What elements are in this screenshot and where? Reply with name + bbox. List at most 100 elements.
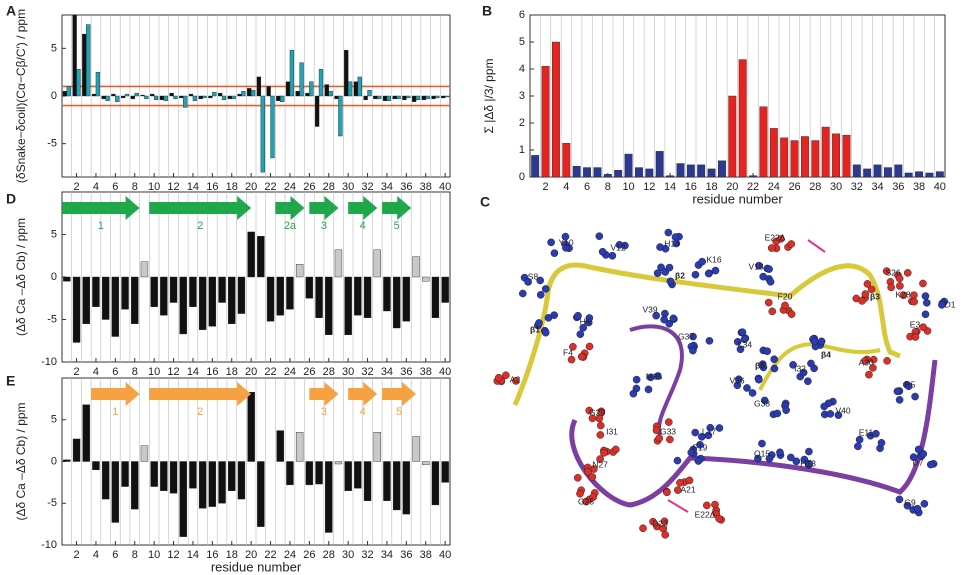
y-tick-label: 6 xyxy=(519,9,525,21)
atom xyxy=(782,406,790,414)
bar xyxy=(552,41,560,178)
x-tick-label: 6 xyxy=(112,549,118,561)
bar xyxy=(192,95,198,101)
y-tick-label: 0 xyxy=(51,455,57,467)
atom xyxy=(573,474,582,482)
strand-arrow xyxy=(62,196,140,220)
bar xyxy=(373,432,381,462)
bar xyxy=(852,164,861,178)
x-axis-label: residue number xyxy=(692,191,783,206)
x-tick-label: 10 xyxy=(148,549,160,561)
bar xyxy=(435,95,440,99)
atom xyxy=(687,448,696,457)
bar xyxy=(531,155,540,178)
pointer-arrow xyxy=(667,499,689,513)
bar xyxy=(344,50,349,97)
atom xyxy=(810,337,819,346)
atom xyxy=(676,478,684,487)
atom xyxy=(576,330,585,339)
bar xyxy=(811,140,820,178)
bar xyxy=(257,461,265,527)
bar xyxy=(915,171,923,178)
atom xyxy=(765,265,773,273)
bar xyxy=(832,133,840,178)
bar xyxy=(790,140,799,178)
bar xyxy=(325,276,333,335)
bar xyxy=(925,172,934,178)
atom xyxy=(760,396,769,405)
residue-label: G25 xyxy=(578,496,594,506)
x-tick-label: 14 xyxy=(664,181,676,193)
atom xyxy=(600,449,608,457)
bar xyxy=(218,276,226,303)
bar xyxy=(72,14,77,97)
atom xyxy=(787,240,796,248)
atom xyxy=(584,468,592,476)
bar xyxy=(583,167,591,178)
atom xyxy=(611,445,620,454)
atom xyxy=(877,439,886,447)
atom xyxy=(608,251,617,260)
residue-label: H13 xyxy=(800,458,816,468)
x-tick-label: 40 xyxy=(439,549,451,561)
residue-label: L17 xyxy=(702,426,716,436)
residue-label: V12 xyxy=(610,242,625,252)
strand-arrow xyxy=(309,196,339,220)
bar xyxy=(334,95,339,100)
strand-label: 1 xyxy=(98,220,104,232)
atom xyxy=(666,277,675,286)
atom xyxy=(588,414,597,423)
bar xyxy=(749,175,757,178)
bar xyxy=(431,95,436,100)
atom xyxy=(691,270,700,279)
bar xyxy=(276,430,284,462)
bar xyxy=(676,163,685,178)
x-tick-label: 30 xyxy=(342,549,354,561)
atom xyxy=(698,257,706,266)
strand-arrow xyxy=(309,382,339,406)
bar xyxy=(344,461,352,491)
x-tick-label: 18 xyxy=(226,181,238,193)
bar xyxy=(63,459,71,462)
bar xyxy=(169,276,178,303)
y-axis-label: Σ |Δδ |/3/ ppm xyxy=(482,58,496,133)
strand-label: 5 xyxy=(394,220,400,232)
atom xyxy=(585,314,594,322)
strand-label: 1 xyxy=(112,406,118,418)
atom xyxy=(789,361,797,369)
bar xyxy=(383,276,391,312)
bar xyxy=(884,167,892,178)
atom xyxy=(654,372,662,380)
bar xyxy=(169,92,174,97)
atom xyxy=(787,453,795,462)
atom xyxy=(585,342,594,351)
y-tick-label: 5 xyxy=(519,36,525,48)
residue-label: S26 xyxy=(885,267,900,277)
ribbon xyxy=(629,324,684,436)
atom xyxy=(547,238,555,247)
atom xyxy=(596,455,604,463)
residue-label: G9 xyxy=(904,497,916,507)
bar xyxy=(82,404,90,462)
x-tick-label: 34 xyxy=(871,181,883,193)
atom xyxy=(663,488,671,497)
x-tick-label: 14 xyxy=(187,549,199,561)
x-tick-label: 32 xyxy=(851,181,863,193)
residue-label: I32 xyxy=(794,363,806,373)
x-tick-label: 20 xyxy=(245,549,257,561)
x-tick-label: 12 xyxy=(167,366,179,378)
x-tick-label: 16 xyxy=(206,549,218,561)
atom xyxy=(923,299,931,307)
bar xyxy=(257,235,265,278)
x-tick-label: 36 xyxy=(892,181,904,193)
bar xyxy=(402,95,407,101)
x-tick-label: 38 xyxy=(420,181,432,193)
x-tick-label: 16 xyxy=(206,181,218,193)
bar xyxy=(780,137,789,178)
atom xyxy=(666,435,674,444)
bar xyxy=(76,69,81,97)
atom xyxy=(629,389,638,398)
bar xyxy=(357,76,362,97)
strand-arrow xyxy=(348,382,378,406)
